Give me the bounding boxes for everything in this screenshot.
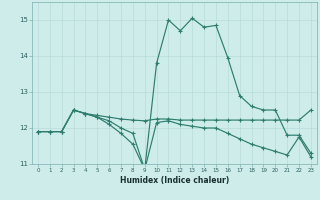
X-axis label: Humidex (Indice chaleur): Humidex (Indice chaleur) xyxy=(120,176,229,185)
